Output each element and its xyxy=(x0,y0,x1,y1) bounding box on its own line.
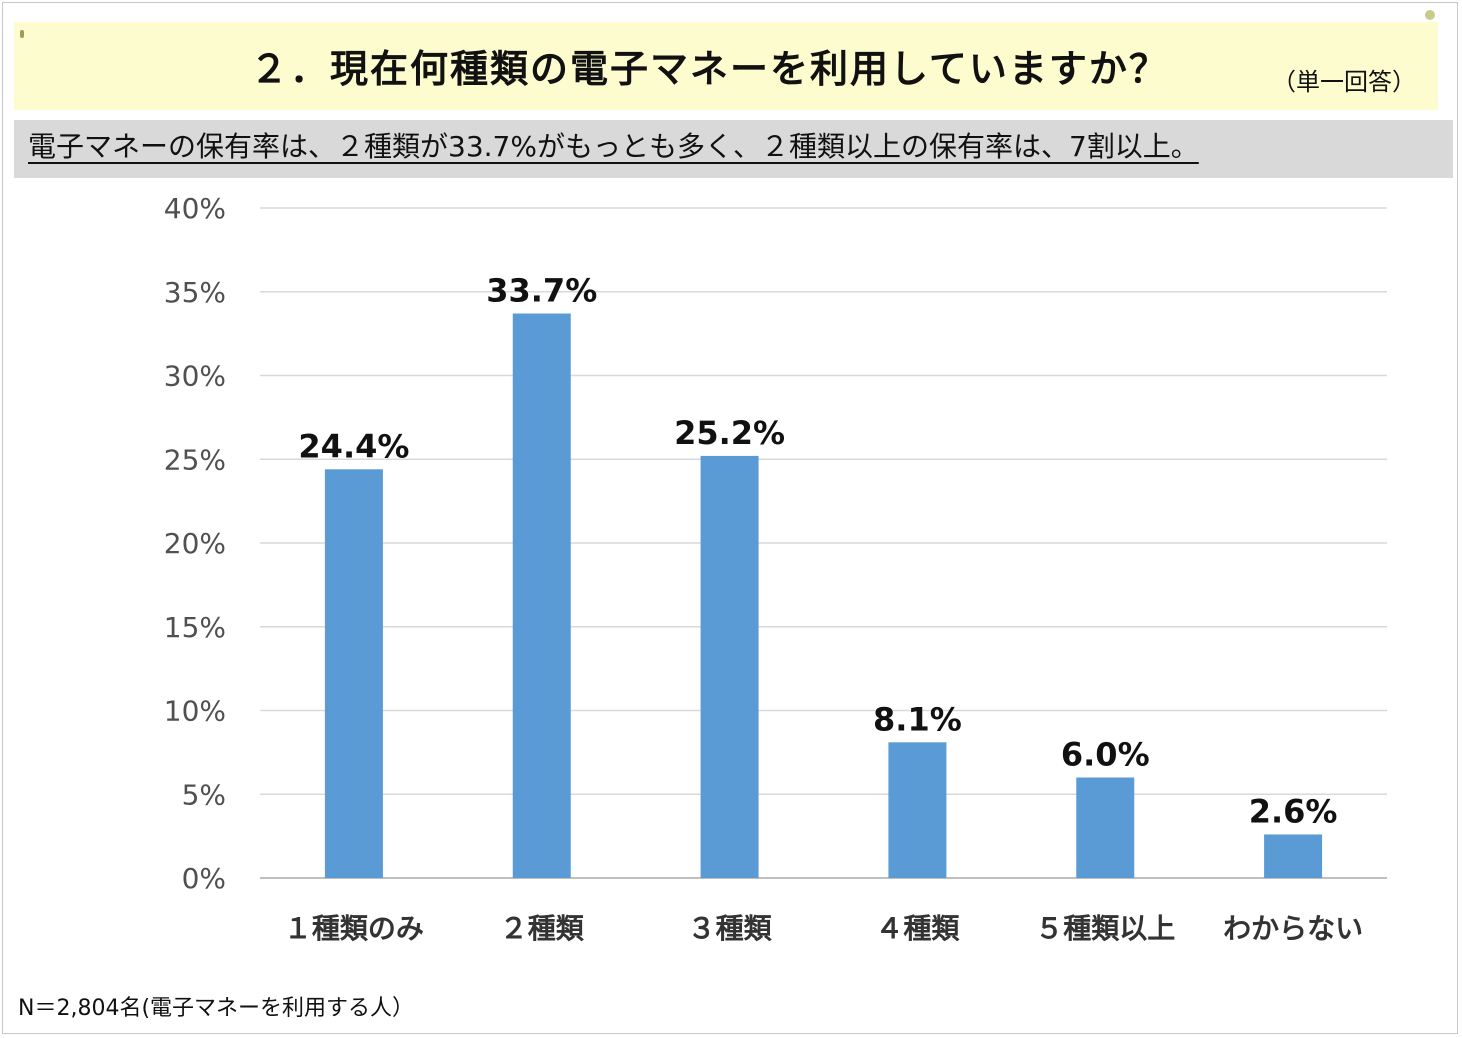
y-tick-label: 5% xyxy=(182,778,226,811)
data-label: 24.4% xyxy=(298,427,409,465)
y-tick-label: 35% xyxy=(164,276,226,309)
data-label: 8.1% xyxy=(873,700,962,738)
sample-size-note: N＝2,804名(電子マネーを利用する人） xyxy=(18,996,415,1021)
data-label: 6.0% xyxy=(1061,736,1150,774)
category-label: ５種類以上 xyxy=(1035,912,1175,945)
y-tick-label: 40% xyxy=(164,192,226,225)
bar xyxy=(512,313,571,878)
answer-type-note: （単一回答） xyxy=(1272,68,1416,96)
chart-title: ２．現在何種類の電子マネーを利用していますか？ xyxy=(250,47,1169,91)
y-tick-label: 15% xyxy=(164,611,226,644)
bar xyxy=(324,469,383,878)
decor-dot-right xyxy=(1425,10,1435,20)
bar xyxy=(1264,834,1323,878)
bar xyxy=(700,455,759,878)
bar xyxy=(1076,777,1135,878)
summary-band xyxy=(14,120,1453,178)
y-tick-label: 25% xyxy=(164,443,226,476)
decor-dot-left xyxy=(20,30,24,38)
bar xyxy=(888,742,947,878)
title-band xyxy=(14,22,1438,110)
y-tick-label: 20% xyxy=(164,527,226,560)
y-tick-label: 0% xyxy=(182,862,226,895)
category-label: わからない xyxy=(1223,912,1363,945)
data-label: 33.7% xyxy=(486,272,597,310)
summary-text: 電子マネーの保有率は、２種類が33.7%がもっとも多く、２種類以上の保有率は、7… xyxy=(28,130,1199,163)
category-label: ３種類 xyxy=(688,912,773,945)
data-label: 2.6% xyxy=(1249,792,1338,830)
y-tick-label: 30% xyxy=(164,360,226,393)
y-tick-label: 10% xyxy=(164,695,226,728)
category-label: ４種類 xyxy=(875,912,960,945)
category-label: １種類のみ xyxy=(284,912,424,945)
category-label: ２種類 xyxy=(500,912,585,945)
data-label: 25.2% xyxy=(674,414,785,452)
